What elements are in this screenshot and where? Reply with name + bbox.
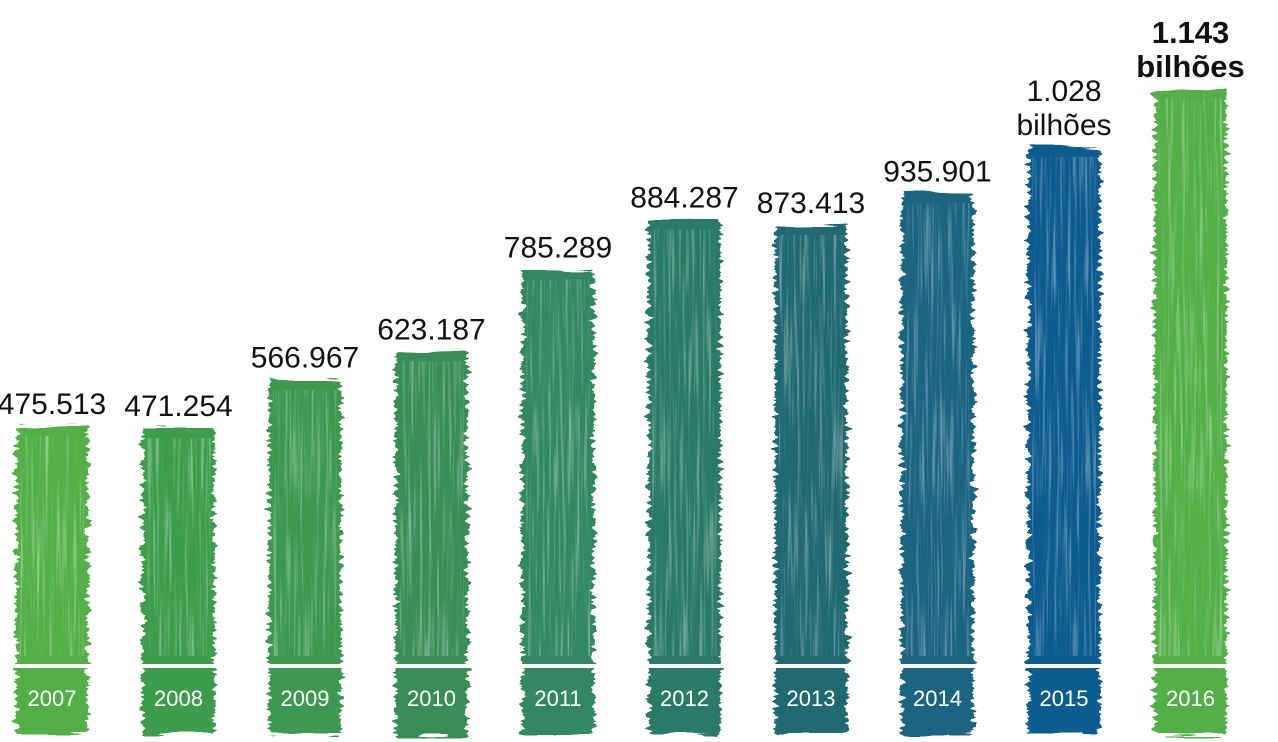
value-label-line: 475.513: [0, 388, 106, 421]
value-label-line: 884.287: [630, 181, 738, 214]
baseline-2014: [895, 664, 980, 668]
year-label-2013: 2013: [787, 686, 836, 711]
bar-texture-2015: [1032, 156, 1096, 657]
value-label-2009: 566.967: [251, 342, 359, 375]
value-label-line: 785.289: [504, 231, 612, 264]
year-label-2012: 2012: [660, 686, 709, 711]
year-label-2009: 2009: [281, 686, 330, 711]
bar-texture-2008: [146, 438, 211, 656]
value-label-2010: 623.187: [377, 313, 485, 346]
labels-layer: 2007 475.513 2008 471.254 2009 566.967 2010 623…: [0, 15, 1245, 711]
year-label-2008: 2008: [154, 686, 203, 711]
baseline-2007: [10, 664, 94, 668]
value-label-line: 623.187: [377, 313, 485, 346]
value-label-line: 1.028: [1026, 75, 1101, 108]
baseline-2009: [263, 664, 347, 668]
value-label-line: 935.901: [883, 155, 991, 188]
baseline-2008: [136, 664, 221, 668]
value-label-line: 471.254: [124, 390, 232, 423]
year-label-2014: 2014: [913, 686, 962, 711]
value-label-2013: 873.413: [757, 187, 865, 220]
value-label-2015: 1.028 bilhões: [1016, 75, 1111, 142]
value-label-line: 1.143: [1152, 15, 1230, 50]
bars-layer: [10, 88, 1233, 736]
baseline-2015: [1022, 664, 1106, 668]
bar-texture-2016: [1158, 98, 1223, 656]
baseline-2012: [642, 664, 727, 668]
bar-texture-2014: [905, 203, 970, 656]
value-label-2012: 884.287: [630, 181, 738, 214]
value-label-2016: 1.143 bilhões: [1136, 15, 1245, 84]
baseline-2010: [389, 664, 474, 668]
year-label-2010: 2010: [407, 686, 456, 711]
value-label-2008: 471.254: [124, 390, 232, 423]
baseline-2013: [769, 664, 853, 668]
year-label-2007: 2007: [28, 686, 77, 711]
bar-texture-2010: [399, 361, 464, 656]
year-label-2015: 2015: [1040, 686, 1089, 711]
year-label-2016: 2016: [1166, 686, 1215, 711]
baseline-2011: [516, 664, 600, 668]
bar-texture-2007: [20, 435, 84, 656]
value-label-2011: 785.289: [504, 231, 612, 264]
value-label-line: bilhões: [1136, 49, 1245, 84]
bar-texture-2011: [526, 279, 590, 656]
value-label-line: 566.967: [251, 342, 359, 375]
bar-texture-2012: [652, 229, 717, 656]
year-label-2011: 2011: [534, 686, 581, 711]
value-label-line: bilhões: [1016, 109, 1111, 142]
value-label-2014: 935.901: [883, 155, 991, 188]
value-label-line: 873.413: [757, 187, 865, 220]
bar-texture-2013: [779, 234, 843, 656]
value-label-2007: 475.513: [0, 388, 106, 421]
baseline-2016: [1148, 664, 1233, 668]
bar-texture-2009: [273, 389, 337, 656]
